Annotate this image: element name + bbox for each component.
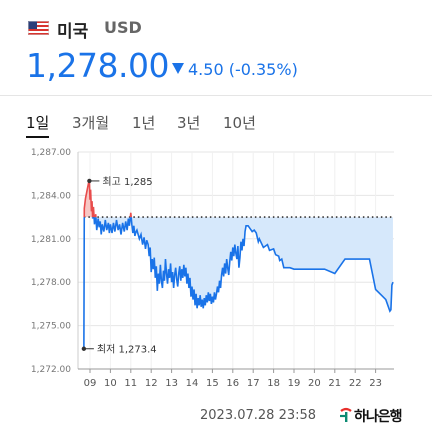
y-tick-label: 1,281.00 (31, 235, 71, 245)
change-value: 4.50 (188, 60, 224, 79)
tab-3m[interactable]: 3개월 (72, 114, 110, 132)
header-divider (0, 95, 432, 96)
y-tick-label: 1,275.00 (31, 322, 71, 332)
exchange-rate-chart: 1,287.00 1,284.00 1,281.00 1,278.00 1,275.00… (31, 148, 394, 389)
x-tick-label: 19 (288, 378, 301, 389)
tab-1y[interactable]: 1년 (132, 114, 156, 132)
current-price: 1,278.00 (26, 46, 169, 85)
x-tick-label: 18 (267, 378, 280, 389)
y-tick-label: 1,284.00 (31, 191, 71, 201)
currency-code: USD (104, 18, 142, 37)
x-tick-label: 22 (349, 378, 362, 389)
tab-1d[interactable]: 1일 (26, 112, 50, 138)
bank-name: 하나은행 (354, 409, 403, 425)
x-tick-label: 17 (247, 378, 260, 389)
x-tick-label: 10 (104, 378, 117, 389)
x-tick-label: 15 (206, 378, 219, 389)
us-flag-icon (28, 21, 49, 35)
price-change: 4.50 (-0.35%) (188, 60, 298, 79)
below-reference-fill (83, 217, 393, 349)
timestamp: 2023.07.28 23:58 (200, 408, 317, 423)
x-tick-label: 09 (84, 378, 97, 389)
country-name: 미국 (57, 22, 89, 42)
period-tabs: 1일 3개월 1년 3년 10년 (0, 112, 432, 138)
header: 미국 USD 1,278.00 4.50 (-0.35%) (0, 0, 432, 96)
tab-10y[interactable]: 10년 (223, 114, 256, 132)
x-tick-label: 11 (124, 378, 137, 389)
y-tick-label: 1,287.00 (31, 148, 71, 158)
x-tick-label: 21 (328, 378, 341, 389)
x-tick-label: 20 (308, 378, 321, 389)
x-tick-label: 23 (369, 378, 382, 389)
x-tick-label: 12 (145, 378, 158, 389)
down-triangle-icon (172, 63, 184, 74)
tab-3y[interactable]: 3년 (177, 114, 201, 132)
series-line-down (83, 217, 394, 349)
y-tick-label: 1,278.00 (31, 278, 71, 288)
change-percent: (-0.35%) (228, 60, 298, 79)
x-tick-label: 14 (186, 378, 199, 389)
y-tick-label: 1,272.00 (31, 365, 71, 375)
x-tick-label: 13 (165, 378, 178, 389)
hana-logo-icon (340, 407, 352, 422)
high-label: 최고 1,285 (102, 176, 152, 188)
x-tick-label: 16 (226, 378, 239, 389)
low-label: 최저 1,273.4 (97, 344, 157, 356)
